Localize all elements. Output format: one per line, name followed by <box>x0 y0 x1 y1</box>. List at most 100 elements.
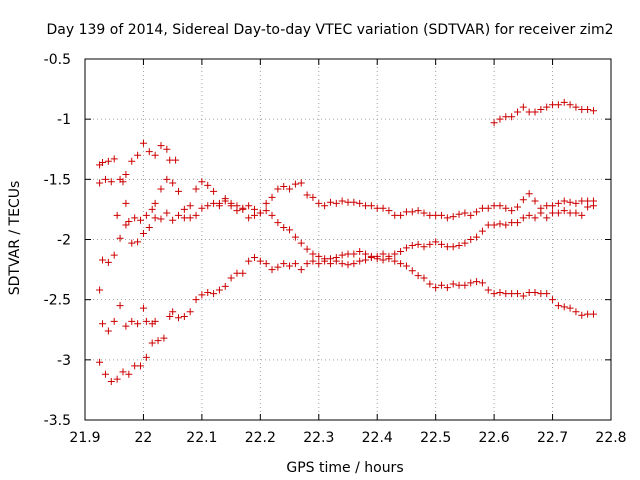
data-point <box>513 203 521 211</box>
data-point <box>572 199 580 207</box>
data-point <box>519 196 527 204</box>
data-point <box>107 377 115 385</box>
data-point <box>169 308 177 316</box>
x-tick-label: 22.4 <box>362 430 393 446</box>
data-point <box>262 199 270 207</box>
data-point <box>584 106 592 114</box>
data-point <box>99 256 107 264</box>
data-point <box>180 205 188 213</box>
data-point <box>134 320 142 328</box>
data-point <box>525 211 533 219</box>
data-point <box>408 242 416 250</box>
data-point <box>96 179 104 187</box>
axis-ticks <box>84 58 612 421</box>
data-point <box>508 290 516 298</box>
data-point <box>119 368 127 376</box>
data-point <box>443 284 451 292</box>
data-point <box>148 339 156 347</box>
data-point <box>438 211 446 219</box>
data-point <box>502 113 510 121</box>
x-tick-label: 22 <box>135 430 153 446</box>
data-point <box>297 179 305 187</box>
data-point <box>531 288 539 296</box>
data-point <box>467 211 475 219</box>
data-point <box>478 279 486 287</box>
data-point <box>566 101 574 109</box>
data-point <box>420 243 428 251</box>
data-point <box>502 290 510 298</box>
data-point <box>125 370 133 378</box>
data-point <box>513 219 521 227</box>
data-point <box>473 233 481 241</box>
x-tick-label: 22.8 <box>595 430 626 446</box>
data-point <box>484 221 492 229</box>
data-point <box>455 281 463 289</box>
data-point <box>467 279 475 287</box>
data-point <box>326 260 334 268</box>
data-point <box>148 320 156 328</box>
data-point <box>239 204 247 212</box>
data-point <box>397 260 405 268</box>
data-point <box>262 260 270 268</box>
data-point <box>198 291 206 299</box>
data-point <box>186 202 194 210</box>
series-track-d <box>96 202 597 347</box>
data-point <box>151 214 159 222</box>
data-point <box>192 211 200 219</box>
data-point <box>233 269 241 277</box>
data-point <box>584 203 592 211</box>
data-point <box>315 260 323 268</box>
data-point <box>110 155 118 163</box>
data-point <box>572 103 580 111</box>
data-point <box>402 262 410 270</box>
data-point <box>142 317 150 325</box>
data-point <box>250 205 258 213</box>
data-point <box>367 202 375 210</box>
data-point <box>131 362 139 370</box>
data-point <box>227 274 235 282</box>
data-point <box>496 115 504 123</box>
data-point <box>578 106 586 114</box>
data-point <box>350 250 358 258</box>
data-point <box>128 239 136 247</box>
data-point <box>148 205 156 213</box>
data-point <box>326 198 334 206</box>
data-point <box>186 214 194 222</box>
data-point <box>467 236 475 243</box>
data-point <box>256 209 264 217</box>
data-point <box>338 197 346 205</box>
data-point <box>256 257 264 265</box>
data-point <box>566 304 574 312</box>
data-point <box>221 282 229 290</box>
data-point <box>478 204 486 212</box>
data-point <box>449 280 457 288</box>
data-point <box>175 211 183 219</box>
data-point <box>210 199 218 207</box>
data-point <box>537 106 545 114</box>
data-point <box>543 290 551 298</box>
data-point <box>268 193 276 201</box>
y-tick-label: -3.5 <box>44 413 71 429</box>
data-point <box>478 227 486 235</box>
data-point <box>291 233 299 241</box>
data-point <box>484 204 492 212</box>
data-point <box>438 281 446 289</box>
data-point <box>154 337 162 345</box>
data-point <box>461 209 469 217</box>
data-point <box>119 178 127 186</box>
data-point <box>99 320 107 328</box>
data-point <box>531 108 539 116</box>
data-point <box>578 311 586 319</box>
data-point <box>449 243 457 251</box>
data-point <box>560 303 568 311</box>
data-point <box>578 211 586 219</box>
data-point <box>496 202 504 210</box>
data-point <box>332 257 340 265</box>
data-point <box>589 310 597 318</box>
data-point <box>166 156 174 164</box>
data-point <box>315 199 323 207</box>
data-point <box>402 208 410 216</box>
data-point <box>537 209 545 217</box>
data-point <box>356 248 364 256</box>
